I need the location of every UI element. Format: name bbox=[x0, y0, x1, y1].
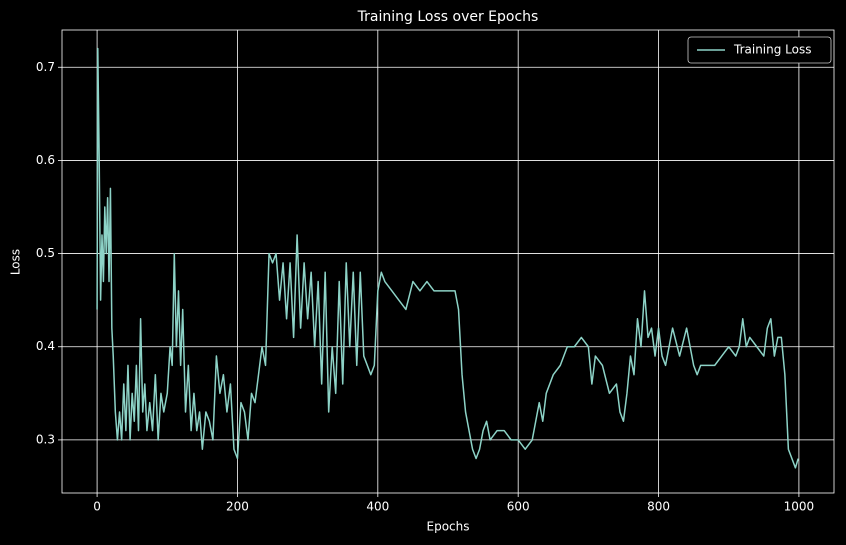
legend-box bbox=[687, 36, 832, 64]
axes-frame bbox=[61, 29, 835, 494]
x-tick-label: 800 bbox=[647, 500, 670, 514]
chart-title: Training Loss over Epochs bbox=[357, 9, 539, 25]
x-tick-label: 1000 bbox=[784, 500, 815, 514]
x-tick-label: 400 bbox=[366, 500, 389, 514]
y-axis-label: Loss bbox=[9, 249, 23, 275]
y-tick-label: 0.7 bbox=[36, 60, 55, 74]
y-tick-label: 0.3 bbox=[36, 432, 55, 446]
x-tick-label: 600 bbox=[507, 500, 530, 514]
y-tick-label: 0.6 bbox=[36, 153, 55, 167]
x-tick-label: 200 bbox=[226, 500, 249, 514]
x-tick-label: 0 bbox=[93, 500, 101, 514]
x-axis-label: Epochs bbox=[427, 520, 470, 534]
legend-label: Training Loss bbox=[733, 43, 811, 57]
y-tick-label: 0.5 bbox=[36, 246, 55, 260]
y-tick-label: 0.4 bbox=[36, 339, 55, 353]
data-line bbox=[96, 47, 799, 469]
